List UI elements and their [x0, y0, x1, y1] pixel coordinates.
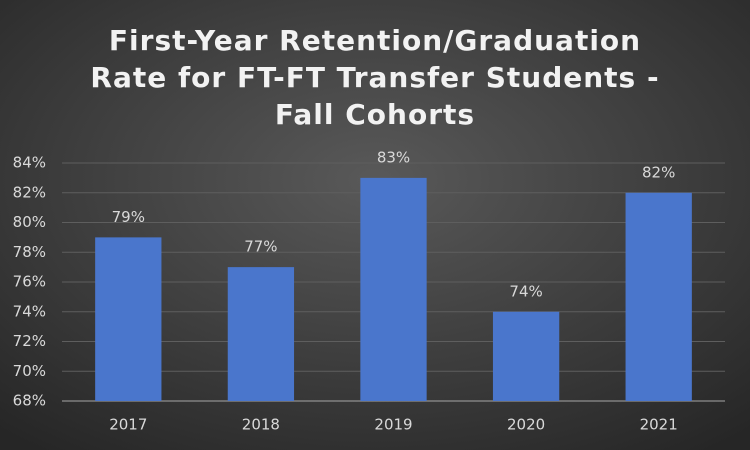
y-tick-label: 78% — [13, 243, 46, 261]
y-tick-label: 84% — [13, 154, 46, 172]
value-label: 74% — [509, 282, 542, 300]
y-tick-label: 80% — [13, 213, 46, 231]
x-tick-label: 2021 — [640, 416, 678, 434]
x-tick-label: 2018 — [242, 416, 280, 434]
bar — [95, 237, 162, 401]
bar — [492, 311, 560, 401]
x-tick-label: 2017 — [109, 416, 147, 434]
value-label: 83% — [377, 148, 410, 166]
value-label: 82% — [642, 163, 675, 181]
x-tick-label: 2019 — [374, 416, 412, 434]
chart-title: Fall Cohorts — [275, 98, 475, 131]
x-tick-label: 2020 — [507, 416, 545, 434]
chart-title: First-Year Retention/Graduation — [109, 24, 641, 57]
y-tick-label: 82% — [13, 183, 46, 201]
value-label: 77% — [244, 238, 277, 256]
bar — [227, 267, 295, 401]
bar — [360, 177, 427, 401]
y-tick-label: 74% — [13, 302, 46, 320]
y-tick-label: 72% — [13, 332, 46, 350]
bar — [625, 192, 692, 401]
value-label: 79% — [112, 208, 145, 226]
y-tick-label: 68% — [13, 392, 46, 410]
chart-title: Rate for FT-FT Transfer Students - — [90, 61, 659, 94]
y-tick-label: 76% — [13, 273, 46, 291]
y-tick-label: 70% — [13, 362, 46, 380]
